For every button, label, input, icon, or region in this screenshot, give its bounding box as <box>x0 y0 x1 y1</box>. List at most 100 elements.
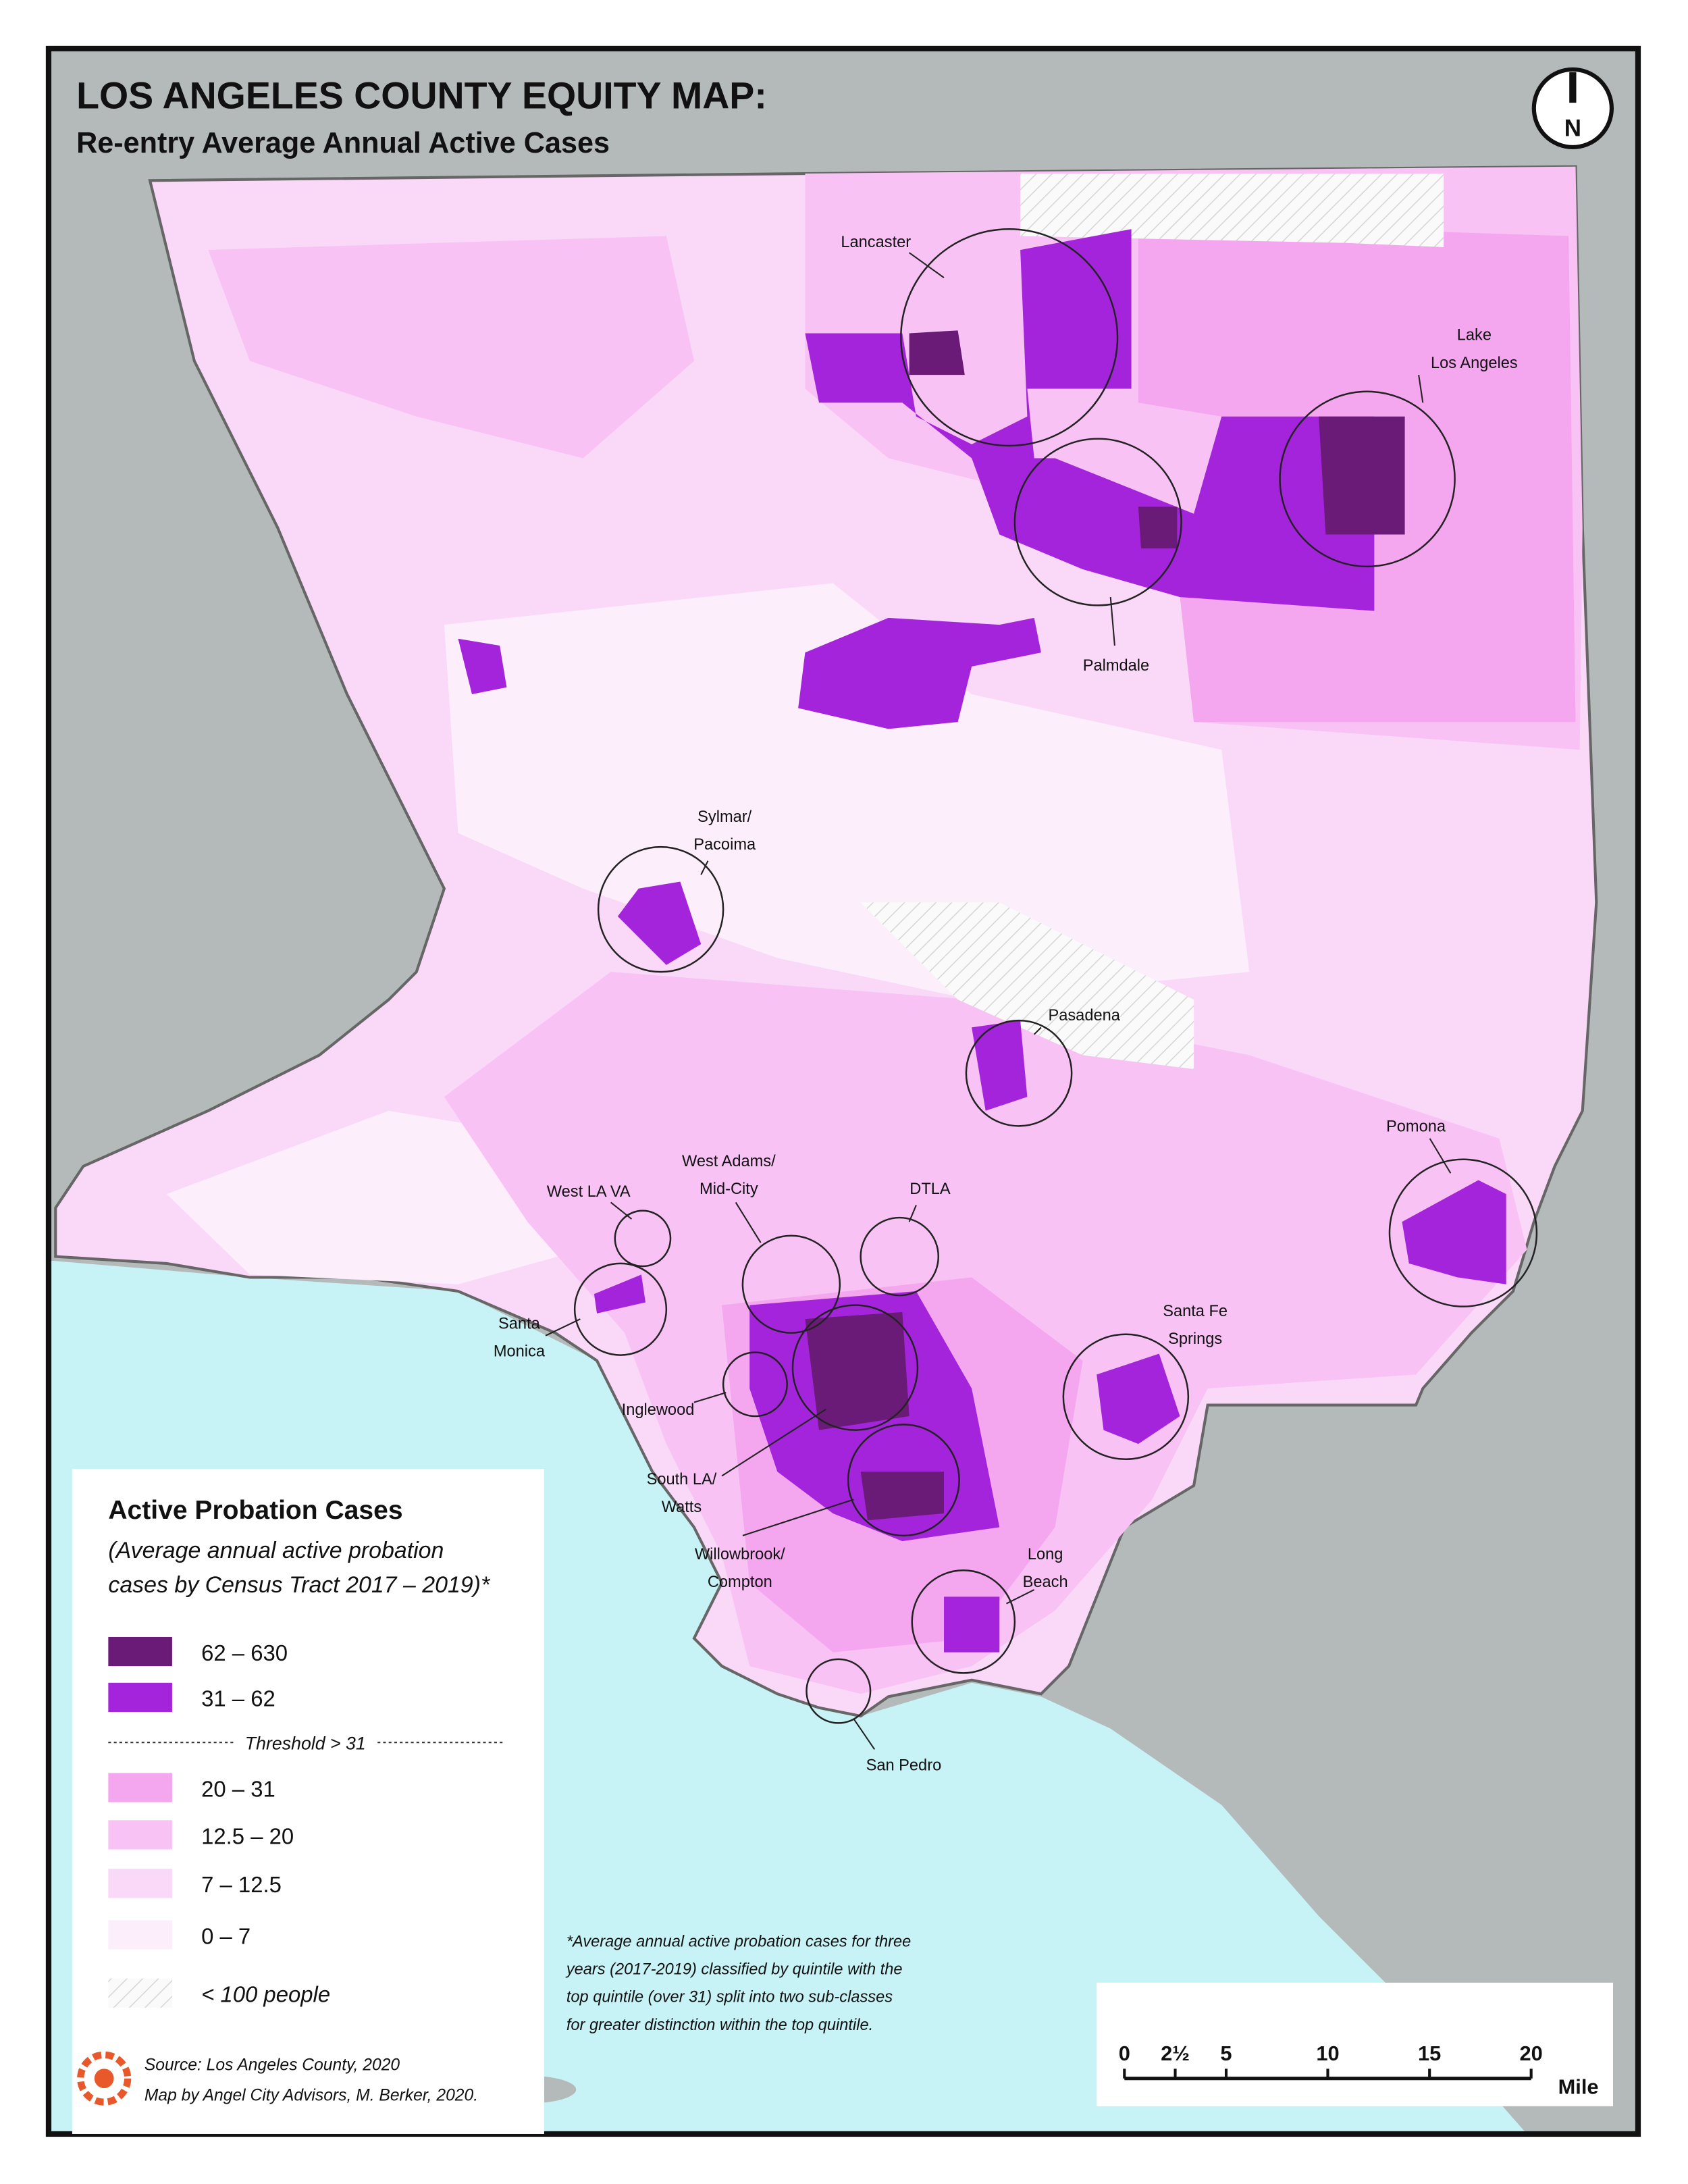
credit: Map by Angel City Advisors, M. Berker, 2… <box>144 2087 478 2105</box>
scale-label: 20 <box>1520 2042 1543 2065</box>
legend-label: 7 – 12.5 <box>201 1872 282 1897</box>
footnote: years (2017-2019) classified by quintile… <box>565 1961 903 1979</box>
ring <box>860 1216 940 1297</box>
tracts <box>1402 1180 1506 1284</box>
place-label: Compton <box>708 1574 772 1591</box>
threshold-label: Threshold > 31 <box>245 1733 366 1753</box>
tracts <box>458 638 507 694</box>
place-rings <box>545 228 1538 1750</box>
legend-label: 31 – 62 <box>201 1686 275 1711</box>
place-label: Pacoima <box>693 836 756 854</box>
place-label: Inglewood <box>622 1401 695 1419</box>
legend-swatch <box>108 1978 172 2008</box>
scale-label: 5 <box>1220 2042 1232 2065</box>
ring <box>900 228 1119 447</box>
ring <box>573 1262 668 1356</box>
place-label: Lancaster <box>841 234 911 251</box>
place-label: Mid-City <box>700 1180 758 1198</box>
place-label: South LA/ <box>647 1471 717 1488</box>
place-label: Beach <box>1023 1574 1068 1591</box>
footnote: for greater distinction within the top q… <box>566 2017 873 2034</box>
place-label: Monica <box>494 1343 546 1361</box>
ring <box>722 1351 788 1418</box>
legend-label: 12.5 – 20 <box>201 1823 294 1848</box>
place-label: West Adams/ <box>682 1153 776 1170</box>
place-label: Lake <box>1457 327 1492 344</box>
tracts <box>805 1311 909 1430</box>
ring <box>1062 1333 1190 1461</box>
scale-box <box>1097 1982 1613 2106</box>
scale-label: 15 <box>1418 2042 1441 2065</box>
tracts <box>208 236 694 459</box>
place-label: Watts <box>662 1499 702 1516</box>
tracts <box>594 1274 646 1314</box>
tracts <box>1319 416 1405 535</box>
place-label: San Pedro <box>866 1757 942 1774</box>
legend-description: cases by Census Tract 2017 – 2019)* <box>108 1572 491 1598</box>
place-label: Willowbrook/ <box>695 1546 785 1563</box>
leader-lines <box>545 252 1452 1750</box>
place-label: Long <box>1028 1546 1063 1563</box>
tracts <box>909 330 965 375</box>
tracts <box>860 1472 945 1521</box>
place-label: Pasadena <box>1048 1007 1120 1024</box>
place-label: Santa Fe <box>1163 1303 1228 1320</box>
legend-swatch <box>108 1869 172 1898</box>
tracts <box>972 1020 1028 1111</box>
source: Source: Los Angeles County, 2020 <box>144 2056 400 2074</box>
scale-unit: Mile <box>1558 2075 1599 2098</box>
legend-swatch <box>108 1773 172 1802</box>
ring <box>614 1210 672 1268</box>
legend-swatch <box>108 1682 172 1712</box>
legend-title: Active Probation Cases <box>108 1496 402 1525</box>
footnote: top quintile (over 31) split into two su… <box>566 1989 893 2006</box>
legend-label: 20 – 31 <box>201 1776 275 1801</box>
tracts <box>1138 506 1178 549</box>
legend-label: 0 – 7 <box>201 1923 250 1948</box>
place-label: Pomona <box>1386 1118 1446 1136</box>
place-label: DTLA <box>909 1180 951 1198</box>
ring <box>597 846 724 973</box>
legend-label: 62 – 630 <box>201 1640 288 1665</box>
scale-label: 2½ <box>1161 2042 1190 2065</box>
low-population <box>860 902 1194 1070</box>
tracts <box>944 1596 1000 1653</box>
place-label: Los Angeles <box>1431 355 1518 372</box>
legend-description: (Average annual active probation <box>108 1538 444 1563</box>
ring <box>847 1424 960 1537</box>
ring <box>1388 1158 1538 1307</box>
place-label: Springs <box>1168 1330 1222 1348</box>
legend-swatch <box>108 1820 172 1850</box>
place-label: Sylmar/ <box>697 808 752 826</box>
ring <box>965 1019 1073 1127</box>
ring <box>741 1234 841 1334</box>
tracts <box>166 1110 583 1284</box>
legend-swatch <box>108 1636 172 1667</box>
footnote: *Average annual active probation cases f… <box>566 1933 911 1950</box>
scale-label: 10 <box>1316 2042 1339 2065</box>
ring <box>1013 438 1182 606</box>
tracts <box>798 617 1041 729</box>
title: LOS ANGELES COUNTY EQUITY MAP: <box>76 74 767 116</box>
tracts <box>805 229 1132 459</box>
low-population <box>1020 174 1444 247</box>
ring <box>1279 390 1456 568</box>
north-arrow <box>1531 67 1614 150</box>
frame <box>45 45 1641 2137</box>
scale-bar: 0 2½ 5 10 15 20 <box>1119 2042 1543 2081</box>
logo <box>77 2051 132 2106</box>
ring <box>806 1658 872 1724</box>
north-label: N <box>1564 115 1581 141</box>
tracts <box>617 881 702 965</box>
ring <box>911 1569 1016 1674</box>
place-label: Palmdale <box>1083 657 1150 675</box>
place-label: Santa <box>498 1316 541 1333</box>
subtitle: Re-entry Average Annual Active Cases <box>76 127 610 159</box>
legend-label: < 100 people <box>201 1982 330 2007</box>
legend-swatch <box>108 1920 172 1950</box>
scale-label: 0 <box>1119 2042 1130 2065</box>
ring <box>791 1304 919 1431</box>
tracts <box>1097 1353 1180 1445</box>
